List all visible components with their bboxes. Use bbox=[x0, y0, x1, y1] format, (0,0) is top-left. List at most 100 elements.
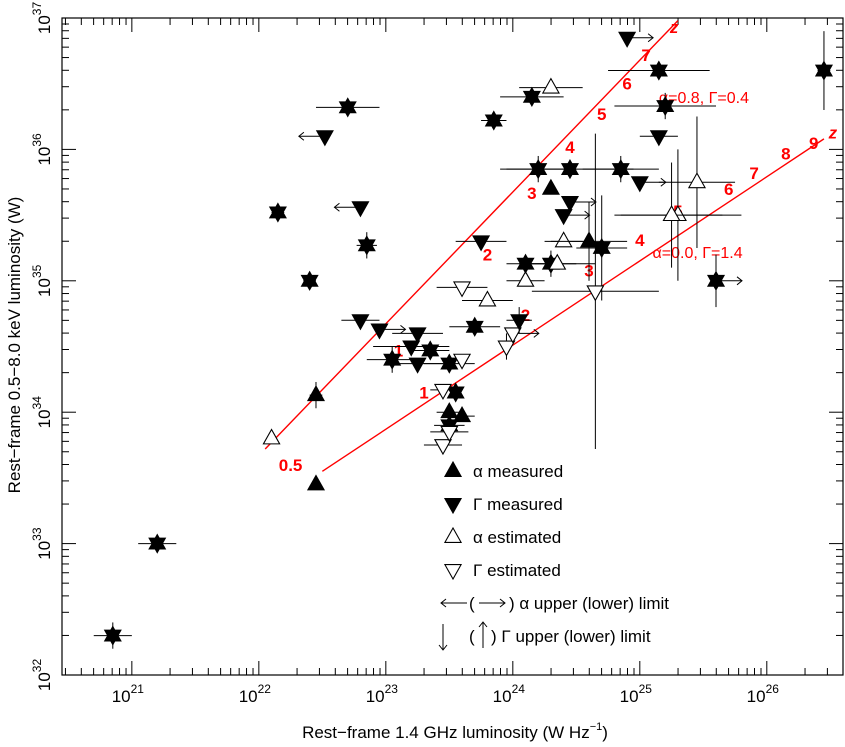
data-point bbox=[306, 474, 326, 491]
alpha-estimated-marker bbox=[262, 428, 281, 445]
gamma-measured-marker bbox=[649, 64, 668, 81]
data-point bbox=[576, 195, 628, 301]
data-point bbox=[268, 202, 287, 223]
data-point bbox=[93, 622, 132, 649]
legend-item: α measured bbox=[443, 460, 563, 481]
redshift-label: z bbox=[669, 18, 679, 37]
data-point bbox=[618, 31, 654, 48]
gamma-measured-marker bbox=[630, 176, 649, 193]
gamma-measured-marker bbox=[516, 257, 535, 274]
alpha-estimated-marker bbox=[548, 253, 567, 270]
data-point bbox=[449, 406, 475, 423]
redshift-label: 6 bbox=[724, 180, 733, 199]
gamma-measured-marker bbox=[446, 386, 465, 403]
alpha-measured-marker bbox=[306, 384, 326, 402]
legend-label: α measured bbox=[473, 462, 563, 481]
data-point bbox=[298, 130, 334, 147]
legend: α measured Γ measured α estimated Γ estimat… bbox=[438, 460, 669, 651]
data-point bbox=[620, 162, 723, 268]
data-point bbox=[341, 314, 380, 331]
gamma-measured-marker bbox=[522, 90, 541, 107]
gamma-measured-marker bbox=[465, 320, 484, 337]
redshift-label: 1 bbox=[394, 341, 403, 360]
y-axis-label: Rest−frame 0.5−8.0 keV luminosity (W) bbox=[5, 197, 24, 494]
gamma-measured-marker bbox=[421, 344, 440, 361]
legend-label: Γ estimated bbox=[473, 561, 561, 580]
gamma-measured-marker bbox=[408, 327, 427, 344]
gamma-measured-marker bbox=[338, 101, 357, 118]
data-point bbox=[497, 333, 516, 360]
gamma-measured-marker bbox=[440, 357, 459, 374]
data-point bbox=[262, 428, 281, 445]
gamma-estimated-marker bbox=[497, 340, 516, 357]
data-point bbox=[814, 31, 833, 110]
alpha-measured-marker bbox=[452, 406, 472, 423]
alpha-estimated-marker bbox=[516, 270, 535, 287]
legend-label: Γ measured bbox=[473, 495, 563, 514]
gamma-measured-marker bbox=[383, 353, 402, 370]
data-point bbox=[315, 97, 380, 118]
track-line bbox=[321, 138, 825, 472]
legend-item: () α upper (lower) limit bbox=[440, 594, 669, 613]
data-point bbox=[506, 270, 545, 287]
gamma-measured-marker bbox=[510, 314, 529, 331]
data-point bbox=[608, 60, 710, 81]
redshift-label: 4 bbox=[565, 138, 575, 157]
gamma-estimated-marker bbox=[503, 327, 522, 344]
gamma-measured-marker bbox=[554, 209, 573, 226]
data-point bbox=[519, 77, 583, 94]
alpha-estimated-marker bbox=[554, 231, 573, 248]
data-point bbox=[452, 353, 472, 370]
redshift-label: 3 bbox=[527, 184, 536, 203]
data-point bbox=[333, 201, 370, 218]
gamma-measured-marker bbox=[351, 314, 370, 331]
legend-item: Γ estimated bbox=[443, 561, 561, 581]
data-point bbox=[614, 92, 717, 120]
axis-tick-labels: 1021 1022 1023 1024 1025 1026 1032 1033 1034 1035… bbox=[30, 2, 779, 706]
redshift-label: 2 bbox=[483, 246, 492, 265]
x-axis-label: Rest−frame 1.4 GHz luminosity (W Hz−1) bbox=[302, 721, 608, 742]
alpha-measured-marker bbox=[306, 474, 326, 491]
gamma-estimated-marker bbox=[440, 425, 459, 443]
data-point bbox=[300, 270, 319, 291]
redshift-label: 6 bbox=[622, 75, 631, 94]
gamma-measured-marker bbox=[472, 235, 491, 252]
redshift-label: 0.5 bbox=[279, 456, 303, 475]
legend-item: () Γ upper (lower) limit bbox=[438, 621, 651, 651]
legend-alpha-measured-icon bbox=[443, 460, 463, 477]
gamma-measured-marker bbox=[592, 242, 611, 259]
data-point bbox=[503, 327, 540, 344]
gamma-measured-marker bbox=[618, 31, 637, 48]
data-point bbox=[356, 232, 377, 259]
data-point bbox=[639, 130, 678, 147]
gamma-measured-marker bbox=[814, 64, 833, 81]
gamma-measured-marker bbox=[484, 114, 503, 131]
gamma-estimated-marker bbox=[452, 353, 472, 370]
alpha-measured-marker bbox=[541, 178, 560, 195]
gamma-measured-marker bbox=[268, 206, 287, 223]
legend-label: α estimated bbox=[473, 528, 561, 547]
gamma-measured-marker bbox=[560, 196, 580, 213]
legend-label: ( bbox=[469, 594, 475, 613]
y-tick-label: 1036 bbox=[30, 133, 54, 166]
x-tick-label: 1025 bbox=[620, 682, 653, 706]
limit-arrow-head bbox=[736, 276, 743, 286]
gamma-measured-marker bbox=[103, 629, 122, 646]
plot-frame bbox=[61, 17, 844, 676]
data-point bbox=[550, 201, 628, 281]
data-point bbox=[544, 231, 583, 248]
legend-label: ( bbox=[469, 627, 475, 646]
data-point bbox=[531, 133, 659, 449]
data-point bbox=[554, 209, 591, 226]
redshift-label: 7 bbox=[749, 164, 758, 183]
data-point bbox=[455, 235, 507, 252]
gamma-measured-marker bbox=[611, 163, 630, 180]
legend-item: Γ measured bbox=[443, 495, 563, 515]
data-point bbox=[630, 176, 667, 193]
data-point bbox=[430, 425, 469, 443]
data-point bbox=[436, 281, 488, 298]
x-tick-label: 1022 bbox=[239, 682, 272, 706]
data-point bbox=[138, 533, 177, 554]
data-point bbox=[370, 323, 407, 340]
